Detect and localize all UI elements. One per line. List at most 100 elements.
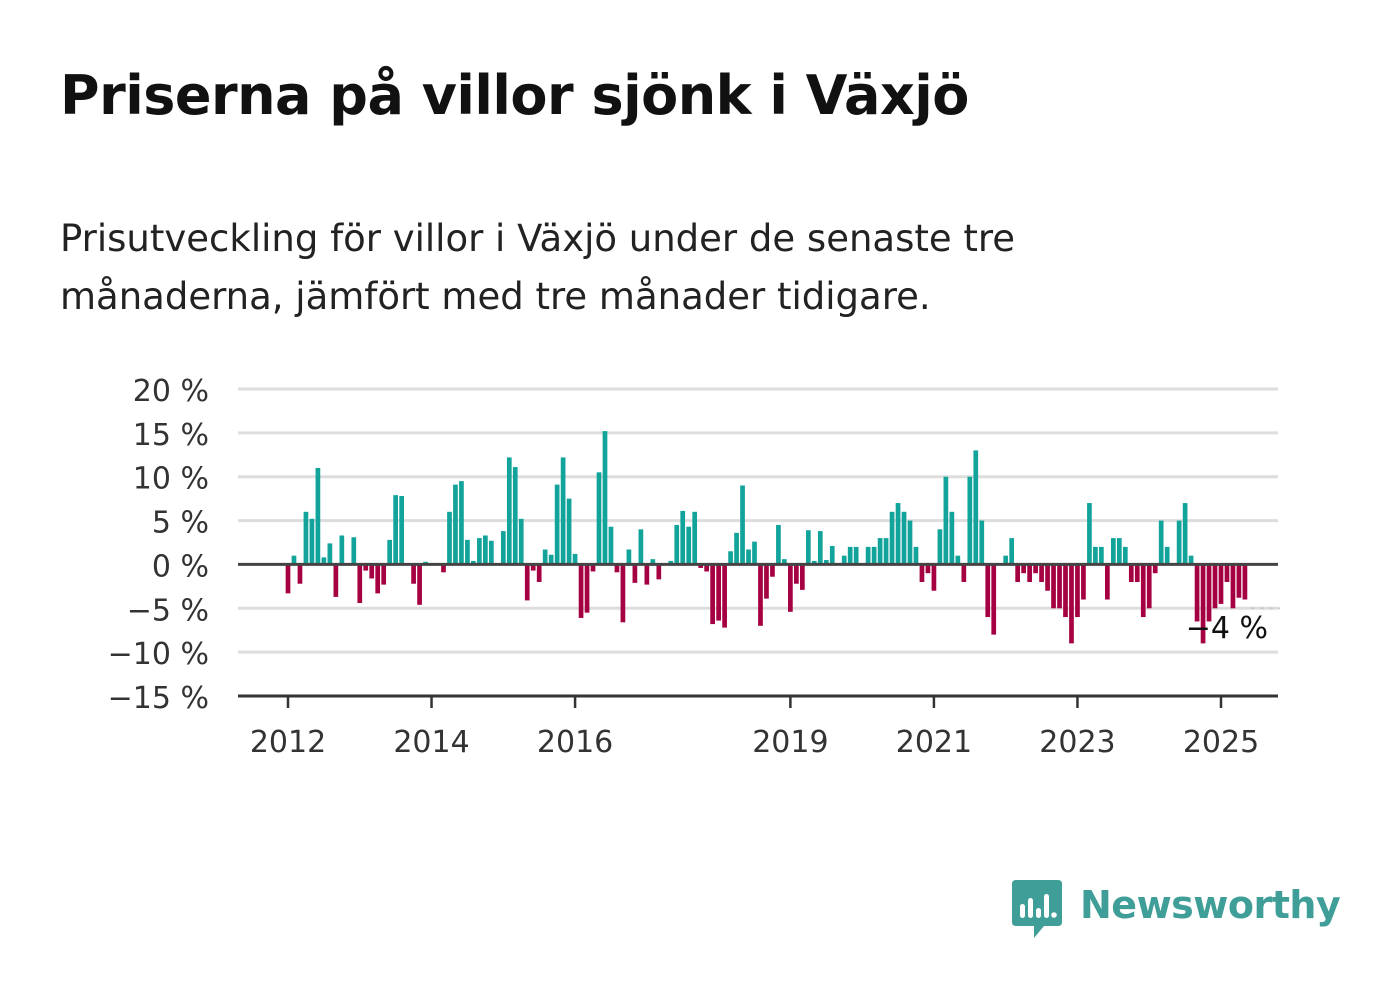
y-axis-labels: 20 % 15 % 10 % 5 % 0 % −5 % −10 % −15 %	[108, 374, 209, 716]
bar	[1230, 564, 1236, 609]
bar	[823, 560, 829, 565]
bar	[847, 546, 853, 565]
bar	[1212, 564, 1218, 609]
bar	[297, 564, 303, 584]
bar	[411, 564, 416, 584]
bar	[1188, 555, 1194, 565]
bar	[483, 535, 488, 565]
bar	[656, 564, 662, 580]
bar	[309, 518, 315, 565]
axes	[238, 562, 1278, 708]
bar	[518, 518, 524, 565]
y-tick-label: 15 %	[133, 418, 209, 453]
bar	[1033, 564, 1038, 574]
bar	[291, 555, 297, 565]
bar	[692, 511, 698, 565]
bar	[285, 564, 291, 594]
bar	[614, 564, 620, 573]
bar	[608, 526, 614, 565]
bar	[680, 510, 686, 565]
bar	[1009, 538, 1015, 565]
bar	[895, 503, 901, 565]
bar	[602, 431, 608, 565]
bar	[1105, 564, 1110, 600]
bar	[548, 554, 554, 565]
bar	[752, 541, 757, 565]
bar	[1075, 564, 1080, 618]
bar	[1218, 564, 1224, 604]
bar	[728, 551, 733, 565]
bar	[782, 559, 787, 565]
bar	[1224, 564, 1230, 582]
bar	[1099, 546, 1104, 565]
bar	[471, 560, 476, 565]
bar	[524, 564, 530, 601]
bar	[967, 476, 973, 565]
bar	[913, 546, 919, 565]
bar	[632, 564, 638, 583]
bar	[1027, 564, 1032, 582]
bar	[943, 476, 949, 565]
bar	[889, 511, 895, 565]
bar	[931, 564, 937, 591]
bar	[459, 481, 464, 565]
x-tick-label: 2025	[1183, 725, 1259, 760]
y-tick-label: 20 %	[133, 374, 209, 409]
bar	[1236, 564, 1242, 598]
bar	[1057, 564, 1062, 609]
y-tick-label: −15 %	[108, 681, 209, 716]
bar	[1242, 564, 1248, 600]
bar	[512, 467, 518, 565]
bar	[853, 546, 859, 565]
bar	[530, 564, 536, 571]
bar	[399, 496, 404, 565]
bar	[686, 526, 692, 565]
bar	[620, 564, 626, 623]
bar	[877, 538, 883, 565]
bar	[596, 472, 602, 565]
bar	[883, 538, 889, 565]
bar	[321, 557, 327, 565]
bar	[865, 546, 871, 565]
bar	[1021, 564, 1026, 574]
bar	[1081, 564, 1086, 600]
bar	[698, 564, 704, 568]
bar	[770, 564, 775, 577]
bar	[578, 564, 584, 618]
bar	[1194, 564, 1200, 622]
bar	[973, 450, 979, 565]
bar-chart-speech-bubble-icon	[1012, 880, 1062, 938]
bar	[1111, 538, 1116, 565]
bar	[489, 540, 494, 565]
bar	[375, 564, 381, 594]
x-tick-label: 2023	[1039, 725, 1115, 760]
y-tick-label: −10 %	[108, 637, 209, 672]
bar	[871, 546, 877, 565]
bar	[979, 520, 985, 565]
bar	[674, 524, 680, 565]
bar	[776, 524, 781, 565]
bar	[447, 511, 452, 565]
grid-lines	[238, 387, 1278, 654]
bar	[650, 559, 656, 565]
bars	[285, 431, 1248, 644]
bar	[1039, 564, 1044, 582]
y-tick-label: −5 %	[127, 593, 209, 628]
bar	[1128, 564, 1134, 582]
bar	[955, 555, 961, 565]
bar	[1015, 564, 1020, 582]
bar	[542, 549, 548, 565]
bar	[626, 549, 632, 565]
bar	[357, 564, 363, 604]
chart-subtitle: Prisutveckling för villor i Växjö under …	[60, 217, 1016, 318]
x-tick-label: 2012	[250, 725, 326, 760]
bar	[387, 539, 393, 565]
bar	[1122, 546, 1128, 565]
bar	[901, 511, 907, 565]
bar	[800, 564, 805, 590]
x-tick-label: 2016	[537, 725, 613, 760]
bar	[740, 485, 745, 565]
bar	[764, 564, 769, 599]
bar	[1045, 564, 1050, 591]
bar	[991, 564, 997, 635]
